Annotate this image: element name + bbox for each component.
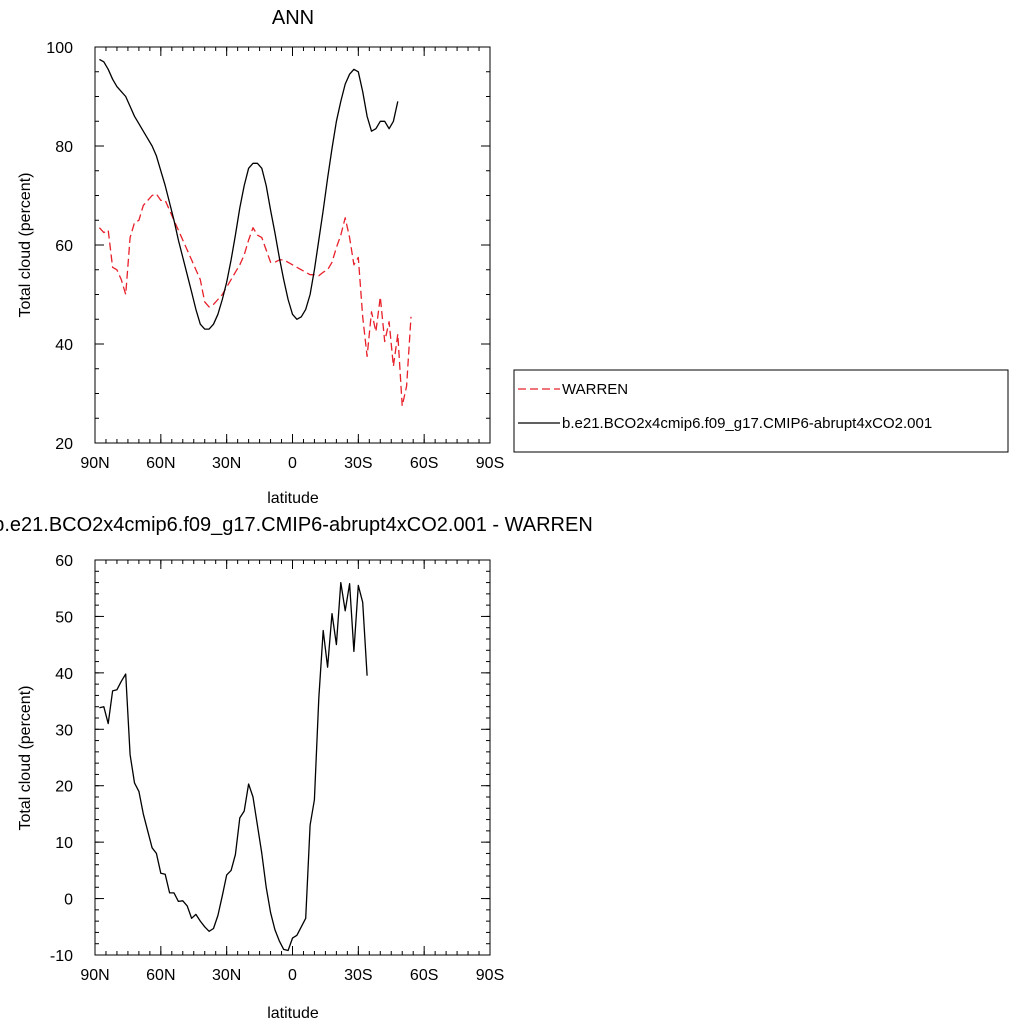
y-tick-label: 60 [55,238,73,255]
chart-difference: b.e21.BCO2x4cmip6.f09_g17.CMIP6-abrupt4x… [0,514,593,1022]
plot-area-bottom: 90N 60N 30N 0 30S 60S 90S -10 0 10 20 30 40 50 60 [50,553,504,984]
y-tick-label: 0 [64,892,73,909]
x-axis-label-bottom: latitude [267,1005,319,1022]
x-tick-label: 30S [344,455,372,472]
x-tick-label: 60N [146,967,175,984]
x-tick-label: 30S [344,967,372,984]
y-axis-label-bottom: Total cloud (percent) [17,686,34,831]
legend-label-model: b.e21.BCO2x4cmip6.f09_g17.CMIP6-abrupt4x… [562,415,932,432]
x-tick-label: 60N [146,455,175,472]
series-line-warren [98,193,412,407]
y-tick-label: 30 [55,722,73,739]
y-tick-label: 10 [55,835,73,852]
chart-ann: ANN Total cloud (percent) latitude 90N 60… [17,7,1009,507]
series-line-difference [99,581,368,952]
y-tick-label: 20 [55,436,73,453]
plot-area-top: 90N 60N 30N 0 30S 60S 90S 20 40 60 80 100 [46,40,504,472]
x-tick-label: 30N [212,455,241,472]
x-tick-label: 90S [476,455,504,472]
legend-label-warren: WARREN [562,381,628,398]
y-tick-label: 50 [55,609,73,626]
x-tick-label: 30N [212,967,241,984]
x-tick-label: 90N [80,967,109,984]
y-tick-label: 40 [55,666,73,683]
y-axis-label-top: Total cloud (percent) [17,173,34,318]
x-tick-label: 0 [288,455,297,472]
plot-frame-top [94,46,491,444]
x-tick-label: 90N [80,455,109,472]
plot-frame-bottom [94,559,491,956]
y-tick-label: 20 [55,779,73,796]
x-tick-label: 60S [410,455,438,472]
x-tick-label: 0 [288,967,297,984]
y-tick-label: 80 [55,139,73,156]
x-axis-label-top: latitude [267,490,319,507]
y-tick-label: -10 [50,948,73,965]
x-tick-label: 60S [410,967,438,984]
x-tick-label: 90S [476,967,504,984]
y-tick-label: 100 [46,40,73,57]
legend-box [513,369,1009,453]
chart-title-ann: ANN [272,7,314,29]
y-tick-label: 40 [55,337,73,354]
series-line-b-e21-bco2x4cmip6-f09-g17-cmip6-abrupt4x [99,58,399,330]
chart-title-difference: b.e21.BCO2x4cmip6.f09_g17.CMIP6-abrupt4x… [0,514,593,536]
legend: WARREN b.e21.BCO2x4cmip6.f09_g17.CMIP6-a… [513,369,1009,453]
y-tick-label: 60 [55,553,73,570]
